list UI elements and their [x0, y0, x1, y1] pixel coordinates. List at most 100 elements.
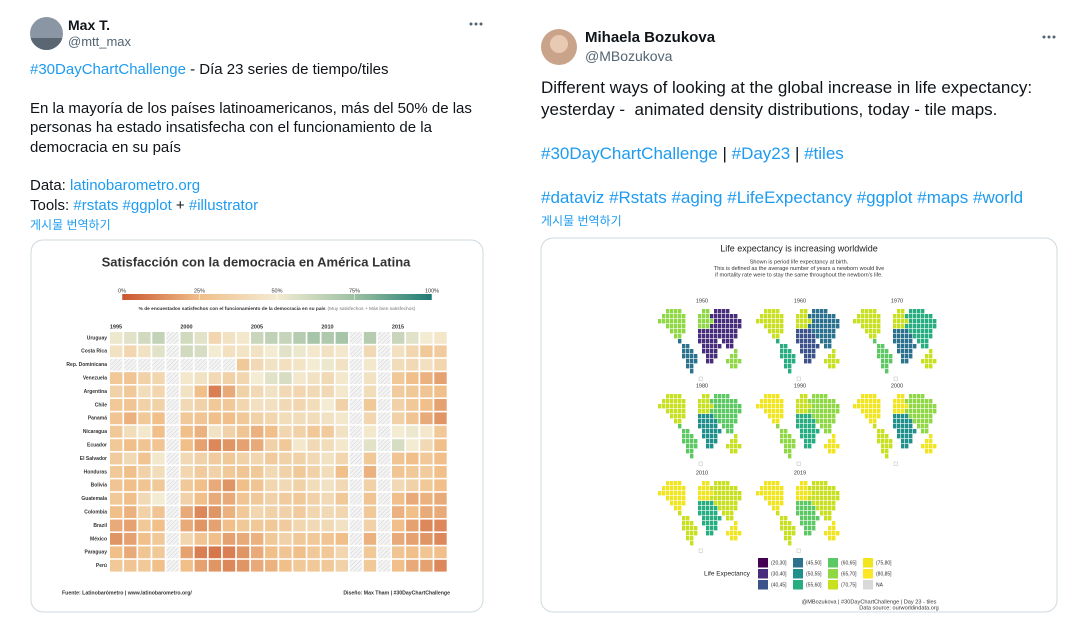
map-tile [726, 511, 730, 516]
map-tile [788, 536, 792, 541]
hashtag-link[interactable]: #30DayChartChallenge [30, 61, 186, 78]
hashtag-link[interactable]: #illustrator [188, 196, 259, 214]
map-tile [734, 491, 738, 496]
map-tile [722, 511, 726, 516]
heat-cell [293, 439, 306, 451]
heat-cell [392, 506, 405, 518]
map-tile [714, 486, 718, 491]
map-tile [706, 399, 710, 404]
legend-tick-label: 0% [118, 288, 126, 294]
map-tile [734, 521, 738, 526]
author-name[interactable]: Max T. [68, 17, 111, 33]
map-tile [853, 319, 857, 324]
hashtag-link[interactable]: #dataviz [541, 188, 605, 207]
translate-link[interactable]: 게시물 번역하기 [541, 214, 622, 228]
map-tile [702, 399, 706, 404]
heat-cell [335, 372, 348, 384]
map-tile [869, 309, 873, 314]
map-tile [714, 399, 718, 404]
caption-text: % de encuestados satisfechos con el func… [139, 306, 326, 312]
map-tile [780, 344, 784, 349]
map-tile [812, 434, 816, 439]
heat-cell [194, 425, 207, 438]
heat-cell [363, 412, 377, 425]
map-tile [800, 491, 804, 496]
map-tile [730, 501, 734, 506]
hashtag-link[interactable]: #maps [917, 188, 969, 207]
hashtag-link[interactable]: #ggplot [856, 188, 913, 207]
map-tile [702, 491, 706, 496]
legend-caption: % de encuestados satisfechos con el func… [139, 306, 416, 312]
more-button[interactable] [1042, 35, 1056, 39]
hashtag-link[interactable]: #tiles [804, 144, 844, 163]
hashtag-link[interactable]: #30DayChartChallenge [541, 144, 718, 163]
map-tile [913, 329, 917, 334]
legend-swatch [758, 569, 768, 579]
more-button[interactable] [469, 22, 483, 26]
map-tile [726, 324, 730, 329]
map-tile [800, 501, 804, 506]
map-tile [905, 344, 909, 349]
heat-cell [434, 506, 447, 518]
hashtag-link[interactable]: #world [973, 188, 1024, 207]
heat-cell [180, 519, 193, 532]
map-tile [694, 531, 698, 536]
map-tile [913, 409, 917, 414]
map-tile [722, 334, 726, 339]
heat-cell [335, 425, 348, 438]
map-tile [686, 526, 690, 531]
map-tile [788, 454, 792, 459]
map-tile [734, 439, 738, 444]
map-tile [726, 419, 730, 424]
row-label: Argentina [84, 389, 108, 395]
heat-cell [194, 372, 207, 384]
map-tile [788, 354, 792, 359]
map-tile [865, 399, 869, 404]
map-tile [796, 501, 800, 506]
hashtag-link[interactable]: #rstats [73, 196, 119, 214]
map-tile [800, 481, 804, 486]
translate-link[interactable]: 게시물 번역하기 [30, 218, 111, 232]
map-tile [921, 344, 925, 349]
hashtag-link[interactable]: latinobarometro.org [70, 177, 201, 194]
hashtag-link[interactable]: #ggplot [122, 196, 172, 214]
map-tile [682, 496, 686, 501]
heat-cell [194, 345, 207, 358]
map-tile [913, 429, 917, 434]
author-handle[interactable]: @MBozukova [585, 48, 673, 64]
hashtag-link[interactable]: #aging [671, 188, 723, 207]
map-tile [682, 429, 686, 434]
map-tile [869, 399, 873, 404]
map-tile [792, 354, 796, 359]
map-tile [804, 424, 808, 429]
map-tile [706, 491, 710, 496]
map-tile [897, 409, 901, 414]
map-tile [917, 404, 921, 409]
hashtag-link[interactable]: #LifeExpectancy [727, 188, 852, 207]
heat-cell [434, 519, 447, 532]
hashtag-link[interactable]: #Rstats [609, 188, 667, 207]
author-handle[interactable]: @mtt_max [68, 34, 132, 49]
map-tile [690, 541, 694, 546]
heat-cell [180, 452, 193, 465]
map-tile [905, 409, 909, 414]
map-tile [905, 444, 909, 449]
map-tile [772, 329, 776, 334]
map-tile [694, 439, 698, 444]
map-tile [690, 444, 694, 449]
author-name[interactable]: Mihaela Bozukova [585, 29, 716, 46]
missing-cell [166, 492, 179, 505]
map-tile [780, 314, 784, 319]
heat-cell [406, 492, 419, 505]
heat-cell [194, 452, 207, 465]
heat-cell [406, 358, 419, 371]
map-tile [686, 344, 690, 349]
map-tile [686, 364, 690, 369]
map-tile [706, 404, 710, 409]
map-tile [670, 486, 674, 491]
map-tile [730, 414, 734, 419]
heat-cell [279, 425, 292, 438]
map-tile [925, 409, 929, 414]
hashtag-link[interactable]: #Day23 [731, 144, 791, 163]
map-tile [706, 314, 710, 319]
